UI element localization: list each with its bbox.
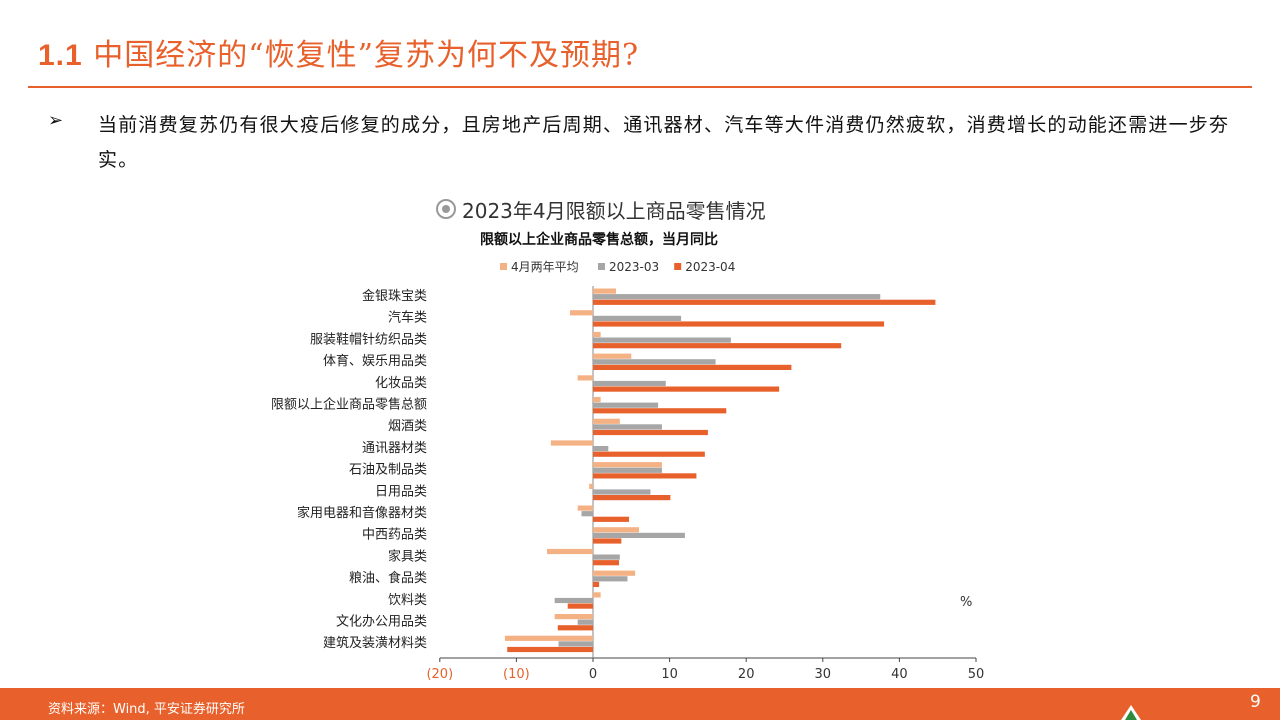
bar <box>504 635 593 641</box>
category-label: 中西药品类 <box>362 528 427 543</box>
bar <box>558 641 593 647</box>
bar <box>577 505 593 511</box>
category-label: 化妆品类 <box>375 376 427 391</box>
bar <box>593 364 792 370</box>
bar <box>554 614 593 620</box>
bar <box>581 511 593 517</box>
category-label: 文化办公用品类 <box>336 615 427 630</box>
bar <box>593 294 881 300</box>
category-label: 体育、娱乐用品类 <box>323 353 427 369</box>
category-label: 汽车类 <box>388 310 427 326</box>
page-number: 9 <box>1250 692 1261 712</box>
category-label: 石油及制品类 <box>349 463 427 478</box>
bar <box>593 532 685 538</box>
legend-swatch <box>674 263 682 270</box>
bar <box>593 418 620 424</box>
x-tick-label: 30 <box>815 667 832 682</box>
bar <box>593 592 601 598</box>
x-tick-label: 50 <box>968 667 985 682</box>
unit-label: % <box>960 595 972 610</box>
title-number: 1.1 <box>38 39 83 72</box>
slide-title: 1.1 中国经济的“恢复性”复苏为何不及预期? <box>38 30 639 74</box>
footer-source: 资料来源：Wind, 平安证券研究所 <box>48 702 245 717</box>
bar <box>593 576 628 582</box>
x-tick-label: (10) <box>503 667 530 682</box>
x-tick-label: 20 <box>738 667 755 682</box>
bar <box>593 467 662 473</box>
title-text: 中国经济的“恢复性”复苏为何不及预期? <box>93 38 640 73</box>
bar <box>593 560 620 566</box>
x-tick-label: 10 <box>661 667 678 682</box>
bar <box>593 581 600 587</box>
bar <box>589 483 593 489</box>
bar <box>593 495 671 501</box>
bar <box>593 516 630 522</box>
bar <box>593 386 780 392</box>
bar <box>593 343 842 349</box>
category-label: 日用品类 <box>375 484 427 499</box>
bar <box>593 538 622 544</box>
legend-label: 2023-04 <box>685 260 735 274</box>
bar <box>593 288 616 294</box>
bullet-text: 当前消费复苏仍有很大疫后修复的成分，且房地产后周期、通讯器材、汽车等大件消费仍然… <box>98 114 1230 171</box>
category-label: 通讯器材类 <box>362 441 427 456</box>
category-label: 家用电器和音像器材类 <box>297 505 427 521</box>
bar <box>593 446 609 452</box>
bar <box>593 554 620 560</box>
category-label: 服装鞋帽针纺织品类 <box>310 331 427 347</box>
bar <box>593 380 666 387</box>
category-label: 粮油、食品类 <box>349 570 427 586</box>
legend-swatch <box>598 263 605 270</box>
category-label: 饮料类 <box>388 593 427 608</box>
x-tick-label: 40 <box>891 667 908 682</box>
bar <box>547 548 593 555</box>
bar <box>577 619 593 625</box>
chart-heading: 2023年4月限额以上商品零售情况 <box>436 195 766 224</box>
bar <box>557 625 593 631</box>
x-tick-label: 0 <box>589 667 597 682</box>
bar <box>593 337 731 343</box>
title-divider <box>28 86 1252 88</box>
legend-label: 4月两年平均 <box>511 260 579 274</box>
bar <box>593 570 636 576</box>
bar <box>550 440 593 446</box>
category-label: 建筑及装潢材料类 <box>323 635 427 651</box>
category-label: 限额以上企业商品零售总额 <box>271 397 427 413</box>
bar-chart: 限额以上企业商品零售总额，当月同比 4月两年平均 2023-03 2023-04 (20… <box>271 231 985 682</box>
bar <box>593 299 936 305</box>
bar <box>593 359 716 365</box>
bar <box>567 603 593 609</box>
bar <box>507 646 593 653</box>
bar <box>554 597 593 604</box>
bar <box>593 489 651 495</box>
category-label: 家具类 <box>388 548 427 564</box>
bar <box>593 397 601 403</box>
bar <box>593 451 705 457</box>
bar <box>593 321 885 327</box>
bar <box>593 473 697 479</box>
x-tick-label: (20) <box>426 667 453 682</box>
company-logo-icon <box>1121 705 1141 720</box>
legend-swatch <box>500 263 507 270</box>
legend-label: 2023-03 <box>609 260 659 274</box>
bar <box>593 331 601 338</box>
footer-bar <box>0 688 1280 720</box>
bar <box>593 527 639 533</box>
category-label: 金银珠宝类 <box>362 288 427 304</box>
category-label: 烟酒类 <box>388 419 427 434</box>
radio-bullet-icon <box>436 199 456 219</box>
bar <box>593 462 662 468</box>
bar <box>593 424 662 430</box>
bar <box>577 375 593 381</box>
chart-heading-text: 2023年4月限额以上商品零售情况 <box>462 199 766 223</box>
bar <box>570 310 593 316</box>
bar <box>593 315 682 321</box>
bar <box>593 402 659 408</box>
bullet-arrow-icon: ➢ <box>48 110 64 131</box>
bar <box>593 429 708 436</box>
bar <box>593 353 632 359</box>
chart-title: 限额以上企业商品零售总额，当月同比 <box>480 231 718 248</box>
bar <box>593 408 727 414</box>
